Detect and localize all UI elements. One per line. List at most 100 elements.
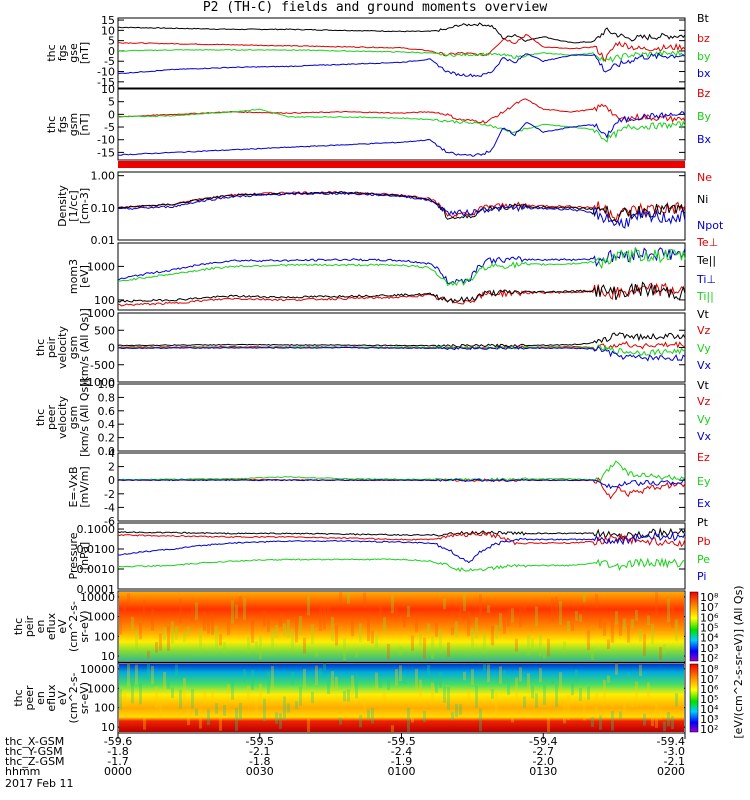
y-axis-label: peer [45, 405, 58, 431]
ephemeris-value: -2.4 [391, 745, 412, 758]
ephemeris-value: -59.5 [387, 735, 415, 748]
heatmap-cell [319, 668, 322, 678]
heatmap-cell [471, 669, 474, 685]
heatmap-cell [123, 602, 126, 612]
y-axis-label: [1/cc] [67, 190, 80, 221]
legend-npot: Npot [697, 219, 724, 232]
heatmap-cell [119, 614, 122, 635]
y-tick-label: 0.6 [98, 405, 116, 418]
heatmap-cell [599, 617, 602, 629]
heatmap-cell [667, 598, 670, 623]
heatmap-cell [239, 702, 242, 721]
panel-peer-velocity: 1.00.80.60.40.20.0 thcpeervelocitygsm[km/… [34, 378, 712, 458]
y-tick-label: 0.0001 [77, 583, 116, 596]
series-ey-line [117, 460, 686, 484]
heatmap-cell [351, 620, 354, 637]
heatmap-cell [227, 622, 230, 636]
y-tick-label: -4 [104, 501, 115, 514]
heatmap-cell [267, 671, 270, 694]
heatmap-cell [303, 637, 306, 654]
heatmap-cell [507, 609, 510, 627]
heatmap-cell [219, 711, 222, 731]
heatmap-cell [519, 667, 522, 682]
y-axis-label: thc [12, 618, 25, 635]
heatmap-cell [587, 686, 590, 700]
heatmap-cell [591, 647, 594, 661]
y-tick-label: 0 [108, 45, 115, 58]
heatmap-cell [563, 641, 566, 655]
y-tick-label: 0.2 [98, 432, 116, 445]
heatmap-cell [347, 689, 350, 702]
heatmap-cell [467, 611, 470, 637]
series-bx-line [117, 52, 686, 78]
heatmap-fill [119, 664, 684, 732]
heatmap-cell [567, 620, 570, 632]
heatmap-cell [371, 630, 374, 644]
series-ti-line [117, 247, 686, 285]
heatmap-cell [355, 647, 358, 658]
y-tick-label: 0 [108, 342, 115, 355]
y-axis-label: eflux [45, 684, 58, 712]
chart-title: P2 (TH-C) fields and ground moments over… [202, 0, 548, 15]
series-bz-line [117, 98, 686, 124]
heatmap-cell [527, 673, 530, 694]
heatmap-cell [503, 619, 506, 635]
heatmap-cell [503, 670, 506, 684]
heatmap-cell [275, 625, 278, 638]
heatmap-cell [367, 709, 370, 720]
heatmap-cell [639, 664, 642, 677]
heatmap-cell [515, 638, 518, 652]
y-axis-label: Pressure [67, 532, 80, 579]
y-tick-label: 5 [108, 35, 115, 48]
heatmap-cell [171, 687, 174, 699]
series-ex-line [118, 478, 686, 490]
y-tick-label: 0 [108, 474, 115, 487]
heatmap-cell [443, 686, 446, 703]
heatmap-cell [219, 634, 222, 646]
series-bz-line [117, 34, 686, 63]
series-npot-line [118, 191, 686, 229]
heatmap-cell [615, 611, 618, 625]
heatmap-cell [175, 625, 178, 640]
heatmap-cell [655, 703, 658, 728]
heatmap-cell [355, 674, 358, 699]
heatmap-cell [143, 713, 146, 730]
legend-vx: Vx [697, 359, 712, 372]
heatmap-cell [387, 677, 390, 691]
heatmap-cell [307, 596, 310, 616]
date-label: 2017 Feb 11 [5, 777, 73, 790]
heatmap-cell [655, 592, 658, 618]
heatmap-cell [323, 604, 326, 630]
series-by-line [117, 48, 686, 63]
heatmap-cell [395, 668, 398, 687]
heatmap-cell [435, 623, 438, 637]
heatmap-cell [279, 612, 282, 627]
legend-ne: Ne [697, 171, 712, 184]
heatmap-cell [375, 672, 378, 692]
heatmap-cell [203, 689, 206, 705]
colorbar-gradient [689, 663, 699, 733]
heatmap-cell [327, 674, 330, 695]
legend-bx: Bx [697, 133, 712, 146]
heatmap-cell [675, 619, 678, 641]
legend-te: Te⊥ [696, 236, 718, 249]
y-axis-label: gsm [67, 113, 80, 136]
ephemeris-value: -1.7 [107, 755, 128, 768]
heatmap-cell [399, 646, 402, 656]
y-axis-label: [nT] [78, 113, 91, 135]
y-axis-label: eflux [45, 612, 58, 640]
legend-te: Te|| [696, 254, 716, 267]
heatmap-cell [139, 623, 142, 640]
y-axis-label: [cm-3] [78, 188, 91, 224]
legend-pe: Pe [697, 553, 710, 566]
legend-ex: Ex [697, 497, 711, 510]
heatmap-cell [191, 688, 194, 709]
heatmap-cell [411, 635, 414, 651]
heatmap-cell [167, 679, 170, 689]
heatmap-cell [243, 598, 246, 620]
heatmap-cell [395, 605, 398, 619]
heatmap-cell [187, 626, 190, 636]
ephemeris-value: -1.8 [249, 755, 270, 768]
heatmap-cell [363, 592, 366, 607]
